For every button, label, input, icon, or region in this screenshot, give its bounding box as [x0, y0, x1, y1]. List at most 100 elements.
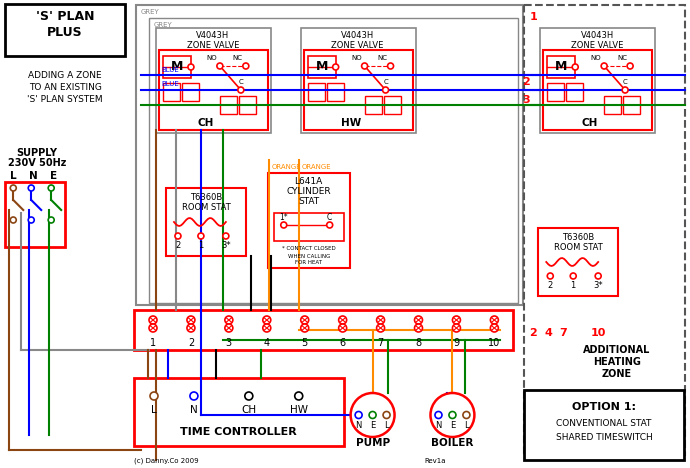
Bar	[543, 50, 652, 130]
Circle shape	[463, 411, 470, 418]
Text: 1*: 1*	[279, 212, 288, 221]
Circle shape	[339, 324, 346, 332]
Text: V4043H: V4043H	[196, 31, 230, 41]
Circle shape	[388, 63, 393, 69]
Circle shape	[627, 63, 633, 69]
Bar	[604, 96, 621, 114]
Text: HW: HW	[340, 118, 361, 128]
Bar	[524, 5, 685, 455]
Text: BLUE: BLUE	[161, 81, 179, 87]
Text: CH: CH	[582, 118, 598, 128]
Text: L: L	[10, 171, 17, 181]
Text: ZONE VALVE: ZONE VALVE	[571, 41, 623, 50]
Text: PUMP: PUMP	[355, 438, 390, 448]
Text: 8: 8	[415, 338, 422, 348]
Circle shape	[339, 316, 346, 324]
Bar	[274, 213, 344, 241]
Bar	[540, 28, 655, 133]
Text: * CONTACT CLOSED: * CONTACT CLOSED	[282, 246, 335, 250]
Text: NC: NC	[377, 55, 388, 61]
Text: ZONE VALVE: ZONE VALVE	[187, 41, 239, 50]
Circle shape	[243, 63, 249, 69]
Circle shape	[198, 233, 204, 239]
Bar	[326, 83, 344, 101]
Circle shape	[263, 316, 270, 324]
Text: GREY: GREY	[154, 22, 172, 28]
Circle shape	[187, 316, 195, 324]
Circle shape	[48, 185, 55, 191]
Circle shape	[383, 411, 390, 418]
Text: N: N	[29, 171, 37, 181]
Text: C: C	[383, 79, 388, 85]
Bar	[6, 4, 125, 56]
Text: OPTION 1:: OPTION 1:	[572, 402, 636, 412]
Circle shape	[190, 392, 198, 400]
Text: 3*: 3*	[221, 241, 230, 250]
Text: 3: 3	[226, 338, 232, 348]
Text: 4: 4	[264, 338, 270, 348]
Circle shape	[355, 411, 362, 418]
Circle shape	[10, 217, 17, 223]
Circle shape	[225, 316, 233, 324]
Bar	[384, 96, 400, 114]
Text: ORANGE: ORANGE	[272, 164, 302, 170]
Bar	[163, 56, 191, 78]
Circle shape	[453, 316, 460, 324]
Bar	[524, 390, 684, 460]
Text: 2: 2	[548, 281, 553, 291]
Bar	[182, 83, 199, 101]
Bar	[268, 173, 350, 268]
Circle shape	[377, 324, 384, 332]
Text: SHARED TIMESWITCH: SHARED TIMESWITCH	[555, 433, 653, 443]
Circle shape	[435, 411, 442, 418]
Circle shape	[225, 324, 233, 332]
Text: 3: 3	[522, 95, 530, 105]
Bar	[239, 96, 256, 114]
Circle shape	[301, 316, 308, 324]
Text: N: N	[190, 405, 198, 415]
Text: Rev1a: Rev1a	[425, 458, 446, 464]
Text: ADDING A ZONE: ADDING A ZONE	[28, 72, 102, 80]
Text: TIME CONTROLLER: TIME CONTROLLER	[181, 427, 297, 437]
Text: CH: CH	[241, 405, 257, 415]
Text: 230V 50Hz: 230V 50Hz	[8, 158, 66, 168]
Bar	[149, 18, 518, 303]
Text: N: N	[435, 421, 442, 430]
Circle shape	[491, 316, 498, 324]
Text: ZONE VALVE: ZONE VALVE	[331, 41, 384, 50]
Circle shape	[301, 324, 308, 332]
Circle shape	[175, 233, 181, 239]
Text: 4: 4	[544, 328, 552, 338]
Bar	[538, 228, 618, 296]
Bar	[166, 188, 246, 256]
Text: L: L	[384, 421, 389, 430]
Bar	[547, 56, 575, 78]
Text: GREY: GREY	[141, 9, 160, 15]
Text: C: C	[623, 79, 627, 85]
Text: ORANGE: ORANGE	[302, 164, 331, 170]
Text: M: M	[555, 60, 567, 73]
Text: NO: NO	[206, 55, 217, 61]
Circle shape	[187, 324, 195, 332]
Text: ZONE: ZONE	[602, 369, 632, 379]
Circle shape	[238, 87, 244, 93]
Bar	[308, 56, 335, 78]
Bar	[566, 83, 583, 101]
Circle shape	[10, 185, 17, 191]
Circle shape	[48, 217, 55, 223]
Bar	[308, 83, 325, 101]
Circle shape	[453, 324, 460, 332]
Text: 2: 2	[175, 241, 181, 250]
Text: CONVENTIONAL STAT: CONVENTIONAL STAT	[556, 419, 652, 429]
Circle shape	[415, 324, 422, 332]
Circle shape	[333, 64, 339, 70]
Text: 1: 1	[571, 281, 576, 291]
Text: V4043H: V4043H	[580, 31, 614, 41]
Bar	[623, 96, 640, 114]
Text: TO AN EXISTING: TO AN EXISTING	[29, 83, 101, 93]
Circle shape	[150, 392, 158, 400]
Text: C: C	[327, 212, 333, 221]
Text: HEATING: HEATING	[593, 357, 641, 367]
Text: HW: HW	[290, 405, 308, 415]
Circle shape	[217, 63, 223, 69]
